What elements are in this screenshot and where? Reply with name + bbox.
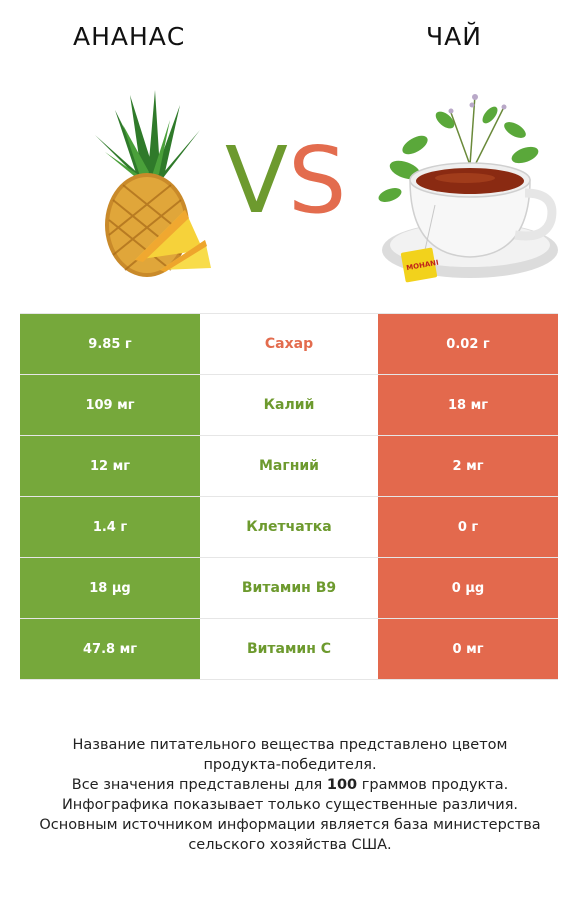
table-row: 47.8 мг Витамин C 0 мг [20, 619, 558, 680]
left-value: 12 мг [20, 436, 200, 496]
left-value: 109 мг [20, 375, 200, 435]
tea-cup-image: MOHANI [378, 94, 558, 283]
nutrient-label: Калий [200, 375, 378, 435]
left-value: 47.8 мг [20, 619, 200, 679]
comparison-table: 9.85 г Сахар 0.02 г 109 мг Калий 18 мг 1… [20, 313, 558, 680]
right-value: 2 мг [378, 436, 558, 496]
footer-line: сельского хозяйства США. [188, 837, 392, 853]
right-value: 0 мг [378, 619, 558, 679]
left-value: 1.4 г [20, 497, 200, 557]
pineapple-image [95, 90, 211, 277]
vs-label: VS [225, 135, 346, 227]
footer-notes: Название питательного вещества представл… [20, 735, 560, 855]
table-row: 12 мг Магний 2 мг [20, 436, 558, 497]
right-value: 0.02 г [378, 314, 558, 374]
footer-number: 100 [326, 777, 358, 793]
right-product-title: ЧАЙ [426, 22, 482, 51]
nutrient-label: Сахар [200, 314, 378, 374]
footer-text: граммов продукта. [357, 777, 509, 793]
footer-text: Все значения представлены для [71, 777, 327, 793]
footer-line: Основным источником информации является … [39, 817, 541, 833]
vs-letter-v: V [225, 127, 288, 234]
right-value: 0 г [378, 497, 558, 557]
nutrient-label: Клетчатка [200, 497, 378, 557]
table-row: 18 µg Витамин B9 0 µg [20, 558, 558, 619]
left-value: 9.85 г [20, 314, 200, 374]
vs-letter-s: S [287, 127, 347, 234]
nutrient-label: Витамин B9 [200, 558, 378, 618]
footer-line: Инфографика показывает только существенн… [61, 797, 519, 813]
nutrient-label: Витамин C [200, 619, 378, 679]
right-value: 0 µg [378, 558, 558, 618]
footer-line: Все значения представлены для 100 граммо… [20, 775, 560, 795]
footer-line: Название питательного вещества представл… [72, 737, 508, 753]
table-row: 1.4 г Клетчатка 0 г [20, 497, 558, 558]
table-row: 109 мг Калий 18 мг [20, 375, 558, 436]
left-value: 18 µg [20, 558, 200, 618]
nutrient-label: Магний [200, 436, 378, 496]
left-product-title: АНАНАС [73, 22, 186, 51]
table-row: 9.85 г Сахар 0.02 г [20, 313, 558, 375]
right-value: 18 мг [378, 375, 558, 435]
footer-line: продукта-победителя. [203, 757, 377, 773]
